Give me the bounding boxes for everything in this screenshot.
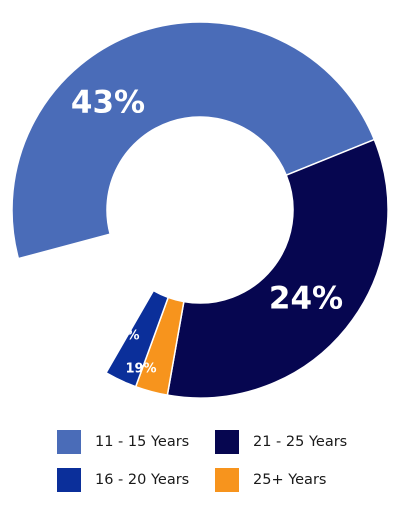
donut-svg: 43% 24% 14% 19%	[11, 21, 389, 399]
legend-swatch-21-25	[215, 430, 239, 454]
legend-item-16-20: 16 - 20 Years	[57, 468, 189, 492]
legend-swatch-25-plus	[215, 468, 239, 492]
legend-item-25-plus: 25+ Years	[215, 468, 326, 492]
legend-label-21-25: 21 - 25 Years	[253, 434, 348, 450]
legend-item-11-15: 11 - 15 Years	[57, 430, 189, 454]
legend-label-11-15: 11 - 15 Years	[95, 434, 190, 450]
legend-swatch-11-15	[57, 430, 81, 454]
data-label-21-25-years: 24%	[269, 281, 343, 317]
data-label-11-15-years: 43%	[71, 85, 145, 121]
legend-swatch-16-20	[57, 468, 81, 492]
legend-label-16-20: 16 - 20 Years	[95, 472, 190, 488]
slice-11-15-years	[11, 21, 376, 260]
slice-21-25-years	[166, 138, 389, 399]
data-label-16-20-years: 14%	[108, 329, 139, 344]
legend-label-25-plus: 25+ Years	[253, 472, 327, 488]
legend: 11 - 15 Years 21 - 25 Years 16 - 20 Year…	[57, 430, 357, 500]
data-label-25-years: 19%	[125, 362, 156, 377]
legend-item-21-25: 21 - 25 Years	[215, 430, 347, 454]
slice-16-20-years	[104, 289, 170, 388]
